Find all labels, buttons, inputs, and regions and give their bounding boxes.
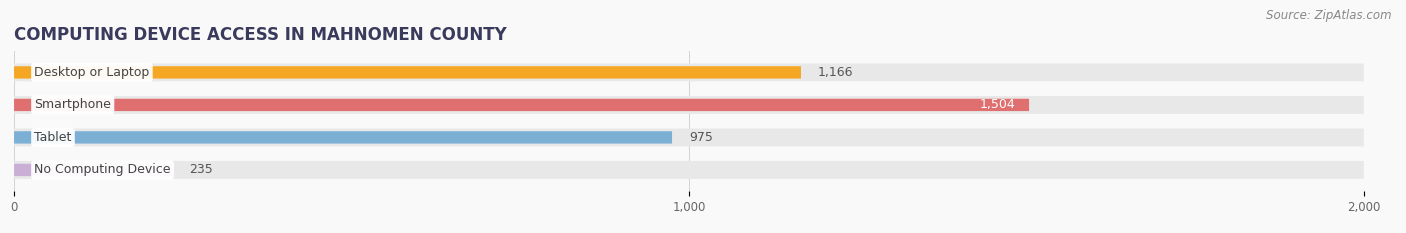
Text: 975: 975: [689, 131, 713, 144]
FancyBboxPatch shape: [14, 66, 801, 79]
Text: 1,166: 1,166: [818, 66, 853, 79]
Text: No Computing Device: No Computing Device: [34, 163, 170, 176]
Text: Desktop or Laptop: Desktop or Laptop: [34, 66, 149, 79]
FancyBboxPatch shape: [14, 128, 1364, 146]
Text: 1,504: 1,504: [980, 98, 1015, 111]
Text: Source: ZipAtlas.com: Source: ZipAtlas.com: [1267, 9, 1392, 22]
Text: 235: 235: [190, 163, 214, 176]
FancyBboxPatch shape: [14, 161, 1364, 179]
FancyBboxPatch shape: [14, 96, 1364, 114]
Text: Smartphone: Smartphone: [34, 98, 111, 111]
Text: COMPUTING DEVICE ACCESS IN MAHNOMEN COUNTY: COMPUTING DEVICE ACCESS IN MAHNOMEN COUN…: [14, 26, 506, 44]
Text: Tablet: Tablet: [34, 131, 72, 144]
FancyBboxPatch shape: [14, 99, 1029, 111]
FancyBboxPatch shape: [14, 63, 1364, 81]
FancyBboxPatch shape: [14, 131, 672, 144]
FancyBboxPatch shape: [14, 164, 173, 176]
